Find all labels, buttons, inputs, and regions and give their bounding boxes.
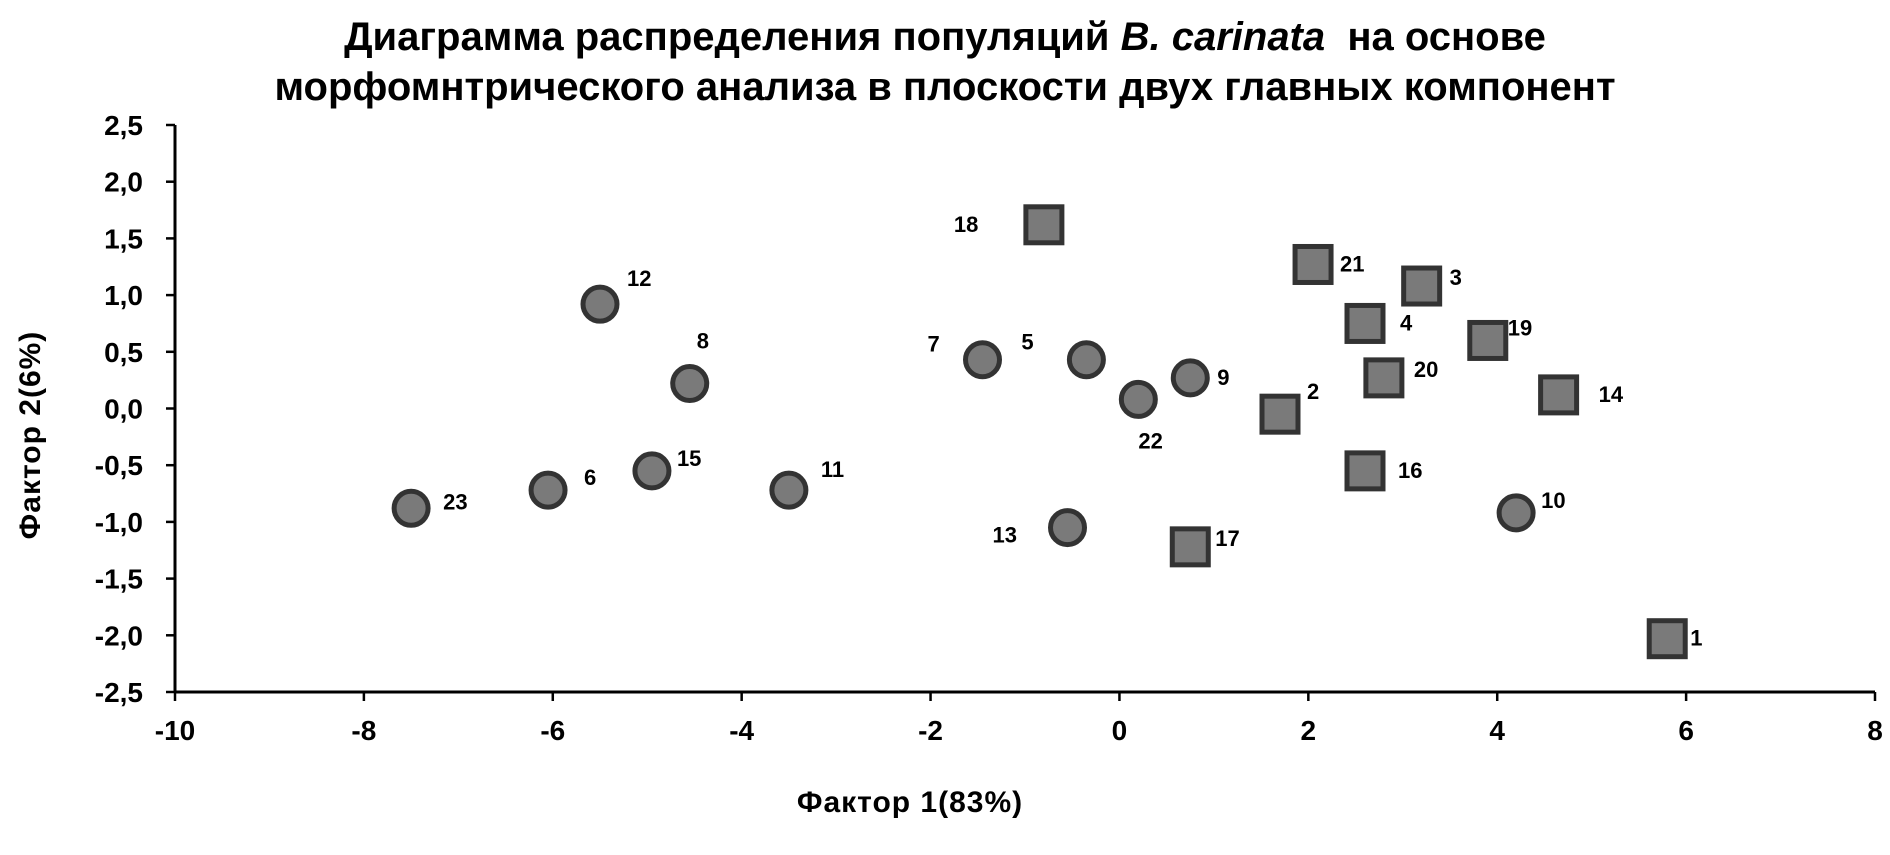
chart-title-line-2: морфомнтрического анализа в плоскости дв… [274,65,1615,109]
point-label-11: 11 [821,457,844,482]
y-tick-label: 0,5 [104,337,143,368]
x-axis-title: Фактор 1(83%) [797,786,1023,819]
circle-marker-7 [963,340,1002,380]
square-marker-21 [1292,243,1334,285]
square-marker-18 [1023,204,1065,246]
y-tick-label: -1,0 [95,507,143,538]
square-marker-17 [1169,526,1211,568]
chart-title-prefix: Диаграмма распределения популяций [344,15,1121,59]
point-label-21: 21 [1340,251,1364,276]
x-tick-label: 0 [1112,715,1128,746]
circle-marker-22 [1118,379,1158,419]
y-tick-label: 0,0 [104,394,143,425]
point-labels: 23 6 15 12 8 11 7 5 22 9 13 10 18 21 3 4 19 20 14 2 16 17 1 [443,212,1702,651]
x-tick-label: -10 [155,715,195,746]
x-tick-label: 4 [1489,715,1505,746]
point-label-8: 8 [697,329,709,354]
point-label-10: 10 [1541,488,1565,513]
y-tick-label: -2,0 [95,620,143,651]
point-label-6: 6 [584,465,596,490]
y-tick-label: -2,5 [95,677,143,708]
point-label-2: 2 [1307,379,1319,404]
x-tick-label: 8 [1867,715,1883,746]
axes: -10 -8 -6 -4 -2 0 2 4 6 8 2,5 2,0 1,5 1,0 0,5 0,0 -0,5 -1… [95,110,1883,746]
circle-marker-13 [1048,508,1087,548]
point-label-22: 22 [1138,428,1162,453]
x-tick-label: -4 [729,715,754,746]
square-marker-2 [1259,393,1301,435]
point-label-14: 14 [1599,382,1624,407]
y-tick-label: -0,5 [95,450,143,481]
y-tick-label: 1,5 [104,223,143,254]
point-label-20: 20 [1414,357,1438,382]
data-markers [391,204,1688,660]
point-label-23: 23 [443,489,467,514]
point-label-19: 19 [1508,315,1532,340]
y-axis-title: Фактор 2(6%) [14,331,47,540]
point-label-5: 5 [1021,330,1033,355]
circle-marker-11 [769,470,809,510]
point-label-15: 15 [677,446,701,471]
y-tick-label: 1,0 [104,280,143,311]
point-label-7: 7 [928,332,940,357]
square-marker-3 [1401,265,1443,307]
circle-marker-10 [1496,493,1536,533]
point-label-12: 12 [627,266,651,291]
square-marker-14 [1538,374,1580,416]
x-tick-label: 2 [1301,715,1317,746]
square-marker-19 [1467,319,1509,361]
circle-marker-5 [1066,340,1106,380]
point-label-17: 17 [1215,526,1239,551]
chart-title-suffix: на основе [1325,15,1546,59]
point-label-18: 18 [954,212,978,237]
circle-marker-12 [580,284,620,324]
x-tick-label: -8 [351,715,376,746]
chart-title-line-1: Диаграмма распределения популяций B. car… [344,15,1546,59]
y-tick-label: -1,5 [95,564,143,595]
point-label-9: 9 [1217,365,1229,390]
x-tick-label: -6 [540,715,565,746]
circle-marker-9 [1170,358,1210,398]
square-marker-20 [1363,357,1405,399]
y-tick-label: 2,5 [104,110,143,141]
point-label-3: 3 [1450,265,1462,290]
square-marker-4 [1344,302,1386,344]
circle-marker-23 [391,488,431,528]
y-tick-label: 2,0 [104,167,143,198]
square-marker-1 [1646,618,1688,660]
square-marker-16 [1344,450,1386,492]
circle-marker-6 [528,470,568,510]
point-label-4: 4 [1400,310,1413,335]
circle-marker-8 [670,364,710,404]
point-label-16: 16 [1398,458,1422,483]
x-tick-label: -2 [918,715,943,746]
circle-marker-15 [632,451,672,491]
x-tick-label: 6 [1678,715,1694,746]
point-label-1: 1 [1690,626,1702,651]
chart-title-species: B. carinata [1121,15,1326,59]
point-label-13: 13 [993,523,1017,548]
